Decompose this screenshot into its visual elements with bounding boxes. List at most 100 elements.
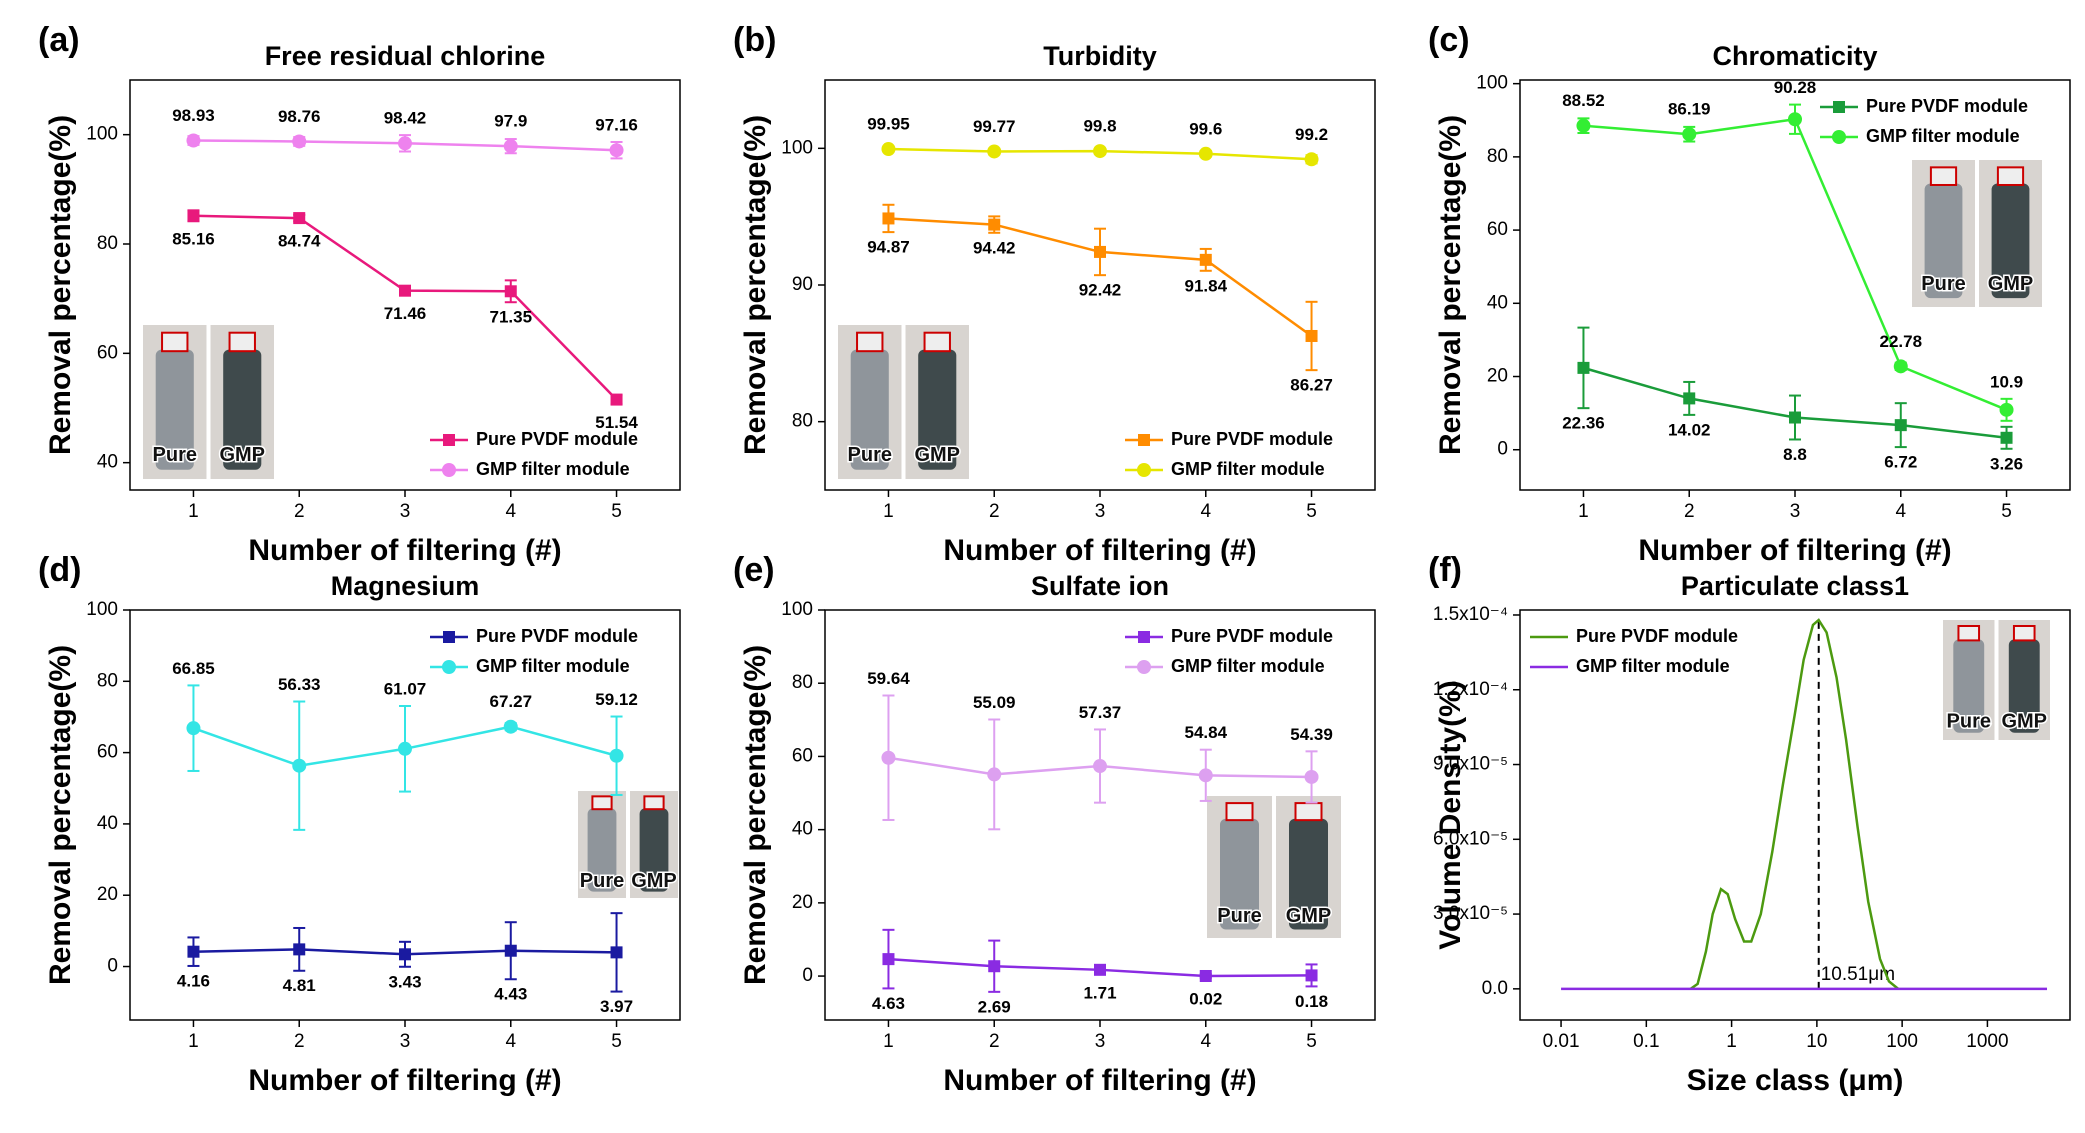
- data-label: 4.63: [872, 994, 905, 1013]
- legend-marker: [1138, 631, 1150, 643]
- y-axis-title: Removal percentage(%): [44, 115, 77, 455]
- panel-label: (b): [733, 21, 776, 59]
- marker: [988, 960, 1001, 973]
- filter-cap: [1957, 625, 1981, 642]
- data-label: 97.9: [494, 112, 527, 131]
- data-label: 99.8: [1083, 117, 1116, 136]
- x-axis-title: Size class (μm): [1687, 1064, 1904, 1097]
- panel-label: (a): [38, 21, 80, 59]
- inset-label: Pure: [1217, 905, 1261, 927]
- x-tick-label: 4: [1200, 501, 1211, 522]
- data-label: 88.52: [1562, 91, 1605, 110]
- y-tick-label: 6.0x10⁻⁵: [1433, 828, 1508, 849]
- legend-marker: [1137, 463, 1151, 477]
- legend-label: Pure PVDF module: [1171, 429, 1333, 449]
- y-tick-label: 60: [792, 745, 813, 766]
- data-label: 99.95: [867, 115, 910, 134]
- data-label: 2.69: [978, 997, 1011, 1016]
- data-label: 3.26: [1990, 454, 2023, 473]
- y-axis-title: Removal percentage(%): [44, 645, 77, 985]
- x-tick-label: 5: [2001, 501, 2012, 522]
- x-tick-label: 1: [883, 1031, 894, 1052]
- x-tick-label: 3: [1790, 501, 1801, 522]
- chart-title: Free residual chlorine: [265, 41, 546, 71]
- marker: [292, 134, 307, 149]
- data-label: 86.19: [1668, 100, 1711, 119]
- data-label: 57.37: [1079, 703, 1122, 722]
- x-tick-label: 5: [1306, 501, 1317, 522]
- y-tick-label: 60: [1487, 219, 1508, 240]
- y-tick-label: 100: [86, 599, 118, 620]
- marker: [1999, 402, 2014, 417]
- filter-body: [850, 349, 889, 470]
- x-tick-label: 2: [989, 1031, 1000, 1052]
- y-axis-title: Removal percentage(%): [739, 115, 772, 455]
- y-tick-label: 80: [792, 411, 813, 432]
- marker: [609, 143, 624, 158]
- y-tick-label: 0: [1497, 439, 1508, 460]
- y-tick-label: 0: [802, 965, 813, 986]
- marker: [503, 139, 518, 154]
- filter-body: [1953, 639, 1985, 733]
- y-tick-label: 80: [1487, 146, 1508, 167]
- data-label: 22.78: [1879, 332, 1922, 351]
- inset-label: Pure: [848, 444, 892, 466]
- panel-label: (c): [1428, 21, 1470, 59]
- legend-label: GMP filter module: [476, 656, 630, 676]
- data-label: 85.16: [172, 229, 215, 248]
- x-axis-title: Number of filtering (#): [943, 534, 1256, 567]
- chart-title: Turbidity: [1043, 41, 1156, 71]
- panel-label: (f): [1428, 551, 1462, 589]
- filter-body: [1289, 818, 1328, 930]
- y-tick-label: 100: [781, 599, 813, 620]
- x-tick-label: 4: [505, 1031, 516, 1052]
- legend-label: GMP filter module: [1576, 656, 1730, 676]
- x-tick-label: 2: [989, 501, 1000, 522]
- chart-title: Chromaticity: [1712, 41, 1877, 71]
- inset-label: GMP: [1286, 905, 1332, 927]
- filter-body: [155, 349, 194, 470]
- legend-label: GMP filter module: [1171, 656, 1325, 676]
- y-tick-label: 80: [792, 672, 813, 693]
- marker: [1577, 361, 1590, 374]
- marker: [882, 953, 895, 966]
- data-label: 98.93: [172, 106, 215, 125]
- marker: [1305, 969, 1318, 982]
- data-label: 54.39: [1290, 725, 1333, 744]
- data-label: 90.28: [1774, 78, 1817, 97]
- marker: [1305, 329, 1318, 342]
- filter-cap: [161, 331, 189, 353]
- x-tick-label: 1: [188, 501, 199, 522]
- x-tick-label: 0.1: [1633, 1031, 1659, 1052]
- y-tick-label: 40: [97, 452, 118, 473]
- filter-body: [223, 349, 262, 470]
- y-tick-label: 20: [792, 892, 813, 913]
- x-tick-label: 5: [611, 1031, 622, 1052]
- marker: [1788, 112, 1802, 127]
- x-tick-label: 5: [611, 501, 622, 522]
- filter-body: [2008, 639, 2040, 733]
- filter-body: [918, 349, 957, 470]
- x-tick-label: 3: [400, 1031, 411, 1052]
- legend-label: Pure PVDF module: [1576, 626, 1738, 646]
- data-label: 86.27: [1290, 376, 1333, 395]
- y-tick-label: 100: [86, 124, 118, 145]
- x-tick-label: 3: [400, 501, 411, 522]
- x-tick-label: 3: [1095, 501, 1106, 522]
- y-tick-label: 100: [781, 137, 813, 158]
- data-label: 59.12: [595, 690, 638, 709]
- marker: [399, 284, 411, 297]
- x-tick-label: 1: [1726, 1031, 1737, 1052]
- marker: [504, 285, 517, 298]
- legend-marker: [443, 434, 455, 446]
- data-label: 84.74: [278, 232, 321, 251]
- filter-cap: [1929, 166, 1958, 186]
- y-axis-title: Removal percentage(%): [739, 645, 772, 985]
- marker: [881, 750, 896, 765]
- marker: [987, 767, 1002, 782]
- marker: [187, 209, 200, 222]
- inset-label: GMP: [914, 444, 960, 466]
- data-label: 10.9: [1990, 372, 2023, 391]
- x-tick-label: 100: [1886, 1031, 1918, 1052]
- x-tick-label: 1: [1578, 501, 1589, 522]
